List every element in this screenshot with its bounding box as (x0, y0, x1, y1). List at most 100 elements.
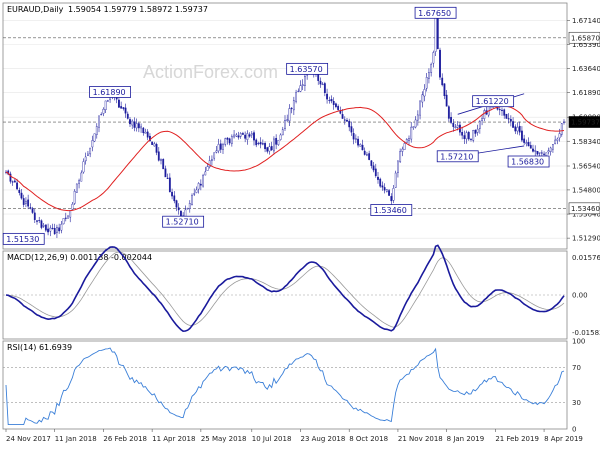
candle-body (13, 180, 16, 183)
price-axis-label: 1.54800 (572, 186, 600, 194)
candle-body (547, 150, 550, 153)
rsi-layer (3, 347, 567, 426)
candle-body (525, 142, 528, 144)
candle-body (439, 49, 441, 78)
candle-body (153, 143, 156, 147)
macd-axis-label: -0.015834 (572, 329, 600, 337)
candle-body (250, 133, 253, 136)
candle-body (162, 159, 165, 170)
rsi-axis-label: 30 (572, 399, 581, 407)
candle-body (137, 123, 140, 129)
rsi-line (5, 347, 565, 426)
candle-body (157, 151, 160, 161)
price-annotation-label: 1.52710 (166, 218, 199, 227)
candle-body (284, 120, 286, 129)
x-axis-label: 26 Feb 2018 (103, 435, 147, 443)
candle-body (463, 135, 466, 140)
x-axis-label: 11 Jan 2018 (55, 435, 97, 443)
rsi-axis: 100 70 30 0 (572, 338, 585, 434)
candle-body (233, 134, 235, 138)
candle-body (246, 133, 249, 140)
level-label-lower: 1.53460 (571, 205, 600, 213)
candle-body (392, 188, 395, 201)
candle-body (326, 93, 328, 100)
candle-body (180, 210, 182, 217)
rsi-axis-label: 70 (572, 364, 581, 372)
candle-body (228, 138, 231, 144)
price-annotation-box (89, 86, 131, 98)
candle-body (450, 116, 452, 123)
candle-body (73, 190, 76, 204)
candle-body (454, 126, 457, 128)
candle-body (270, 146, 273, 151)
candle-body (67, 215, 69, 219)
candle-body (292, 100, 295, 111)
candle-body (197, 183, 200, 190)
candle-body (106, 100, 109, 102)
candle-body (219, 143, 222, 150)
x-axis-label: 8 Apr 2019 (544, 435, 583, 443)
candle-body (177, 207, 180, 211)
moving-average-line (5, 105, 565, 212)
candle-body (255, 139, 258, 146)
candle-body (388, 190, 390, 196)
candle-body (206, 166, 209, 171)
candle-body (102, 108, 105, 114)
candle-body (346, 119, 348, 122)
candle-body (374, 168, 377, 177)
price-axis: 1.671401.653901.636401.618901.600901.583… (567, 17, 600, 243)
candle-body (321, 83, 324, 86)
x-axis-label: 21 Feb 2019 (495, 435, 539, 443)
candle-body (328, 99, 331, 101)
candle-body (18, 190, 21, 193)
candle-body (516, 127, 519, 132)
candle-body (290, 107, 293, 110)
candle-body (447, 106, 450, 119)
candle-body (29, 207, 32, 209)
candle-body (62, 218, 65, 225)
candle-body (104, 100, 107, 111)
candle-body (366, 154, 368, 156)
candle-body (425, 77, 428, 89)
candle-body (394, 172, 397, 188)
candle-body (131, 120, 134, 126)
candle-body (166, 177, 169, 179)
candle-body (47, 228, 49, 233)
candle-body (126, 113, 129, 119)
candle-body (332, 101, 335, 105)
candle-body (554, 139, 557, 145)
candle-body (275, 137, 278, 145)
candle-body (545, 152, 548, 156)
grid (3, 20, 567, 239)
price-annotations: 1.51530 1.61890 1.52710 1.63570 1.53460 1.676… (2, 6, 550, 245)
candle-body (204, 171, 207, 176)
candle-body (470, 138, 472, 140)
candle-body (503, 109, 506, 116)
candle-body (89, 147, 92, 155)
x-axis-label: 8 Oct 2018 (349, 435, 388, 443)
candle-body (456, 125, 459, 128)
price-annotation-label: 1.61890 (93, 88, 126, 97)
candle-body (299, 85, 302, 92)
candle-body (560, 123, 563, 135)
candle-body (341, 114, 344, 119)
candle-body (421, 94, 424, 103)
candle-body (215, 150, 218, 153)
candle-body (164, 168, 167, 178)
candle-body (20, 192, 23, 199)
price-annotation-label: 1.53460 (374, 206, 407, 215)
candle-body (42, 225, 45, 227)
candle-body (536, 151, 539, 155)
price-annotation-box (436, 150, 479, 163)
candle-body (191, 195, 193, 205)
candle-body (11, 181, 14, 183)
rsi-axis-label: 0 (572, 426, 576, 434)
candle-body (563, 121, 565, 123)
candle-body (370, 160, 373, 166)
candle-body (122, 107, 125, 109)
macd-axis-label: 0.00 (572, 292, 588, 300)
price-axis-label: 1.58340 (572, 138, 600, 146)
macd-axis: 0.015762 0.00 -0.015834 (572, 254, 600, 337)
candle-body (222, 144, 224, 150)
